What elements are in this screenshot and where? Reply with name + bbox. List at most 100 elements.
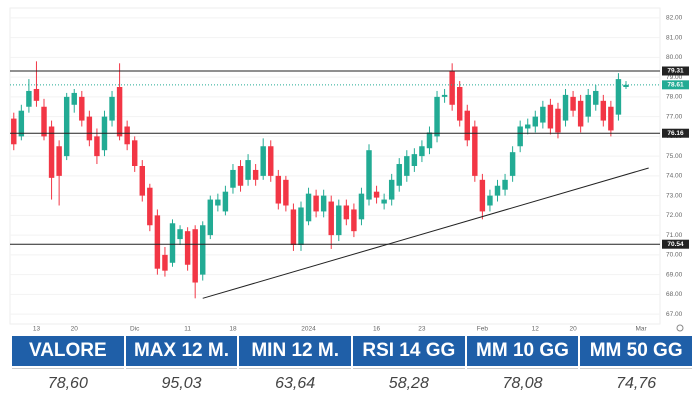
candle-body bbox=[48, 126, 55, 178]
candle-body bbox=[472, 126, 478, 176]
candle-body bbox=[351, 209, 357, 232]
candle-body bbox=[336, 205, 342, 236]
x-tick-label: Mar bbox=[636, 326, 648, 333]
level-box bbox=[662, 66, 689, 76]
level-label: 76.16 bbox=[667, 130, 684, 137]
chart: 67.00 68.00 69.00 70.00 71.00 72.00 73.00 74.00… bbox=[9, 7, 689, 333]
trend-line bbox=[202, 167, 649, 299]
last-price-box bbox=[662, 80, 689, 90]
plot-border bbox=[9, 7, 661, 325]
candle-body bbox=[593, 90, 599, 105]
candle-body bbox=[388, 179, 395, 200]
candle-body bbox=[154, 215, 161, 269]
candle-body bbox=[26, 90, 32, 107]
table-header: MM 10 GG bbox=[466, 336, 579, 366]
y-tick-label: 77.00 bbox=[666, 113, 683, 120]
candle-body bbox=[502, 179, 508, 190]
y-tick-label: 79.00 bbox=[666, 74, 683, 81]
candle-body bbox=[623, 84, 629, 87]
x-tick-label: Feb bbox=[477, 326, 489, 333]
table-value: 58,28 bbox=[352, 368, 465, 399]
x-tick-label: 20 bbox=[569, 326, 577, 333]
y-tick-label: 69.00 bbox=[666, 271, 683, 278]
candle-body bbox=[298, 207, 304, 245]
candle-body bbox=[555, 108, 561, 133]
table-header: MIN 12 M. bbox=[239, 336, 351, 366]
candle-body bbox=[71, 92, 77, 105]
candle-body bbox=[562, 94, 569, 121]
candle-body bbox=[268, 146, 274, 176]
candle-body bbox=[396, 164, 402, 186]
candle-body bbox=[139, 166, 145, 196]
table-header: MAX 12 M. bbox=[125, 336, 238, 366]
candle-body bbox=[94, 136, 100, 157]
candle-body bbox=[615, 79, 622, 115]
candle-body bbox=[381, 199, 387, 204]
x-tick-label: 12 bbox=[532, 326, 540, 333]
candle-body bbox=[570, 96, 576, 111]
y-tick-label: 81.00 bbox=[666, 34, 683, 41]
last-price-label: 78.61 bbox=[667, 82, 684, 89]
x-tick-label: 23 bbox=[418, 326, 426, 333]
y-tick-label: 78.00 bbox=[666, 94, 683, 101]
y-tick-label: 73.00 bbox=[666, 192, 683, 199]
table-value: 78,60 bbox=[12, 368, 124, 399]
candle-body bbox=[449, 71, 455, 105]
table-value: 78,08 bbox=[466, 368, 579, 399]
x-tick-label: 11 bbox=[184, 326, 191, 333]
candle-body bbox=[86, 116, 93, 141]
candle-body bbox=[600, 100, 607, 121]
x-tick-label: 16 bbox=[373, 326, 381, 333]
candle-body bbox=[290, 209, 297, 245]
candle-body bbox=[540, 106, 546, 123]
level-box bbox=[662, 239, 689, 249]
candle-body bbox=[404, 156, 410, 176]
candle-body bbox=[494, 185, 501, 196]
y-tick-label: 70.00 bbox=[666, 252, 683, 259]
table-header: RSI 14 GG bbox=[352, 336, 465, 366]
candle-body bbox=[207, 199, 214, 236]
candle-body bbox=[577, 100, 584, 127]
y-tick-label: 72.00 bbox=[666, 212, 683, 219]
y-tick-label: 68.00 bbox=[666, 291, 683, 298]
y-tick-label: 82.00 bbox=[666, 15, 683, 22]
candle-body bbox=[116, 87, 123, 137]
candle-body bbox=[585, 94, 591, 117]
candle-body bbox=[313, 195, 319, 212]
candle-body bbox=[373, 191, 380, 198]
table-header: MM 50 GG bbox=[580, 336, 692, 366]
candle-body bbox=[245, 160, 251, 180]
y-tick-label: 80.00 bbox=[666, 54, 683, 61]
candle-body bbox=[41, 106, 47, 137]
candle-body bbox=[358, 193, 365, 220]
candle-body bbox=[532, 116, 539, 127]
level-label: 79.31 bbox=[667, 68, 684, 75]
candle-body bbox=[320, 195, 327, 212]
candle-body bbox=[63, 96, 70, 157]
candle-body bbox=[426, 132, 433, 149]
candle-body bbox=[517, 126, 523, 147]
candle-body bbox=[343, 205, 350, 220]
y-tick-label: 71.00 bbox=[666, 232, 683, 239]
level-label: 70.54 bbox=[667, 241, 684, 248]
candle-body bbox=[184, 231, 191, 265]
candle-body bbox=[147, 187, 153, 226]
candle-body bbox=[464, 110, 470, 141]
candle-body bbox=[192, 229, 198, 283]
candle-body bbox=[200, 225, 206, 275]
candle-body bbox=[18, 110, 25, 137]
candle-body bbox=[283, 179, 289, 206]
candle-body bbox=[366, 150, 372, 200]
candle-body bbox=[525, 124, 531, 129]
candle-body bbox=[509, 152, 516, 176]
candle-body bbox=[79, 96, 85, 121]
candle-body bbox=[237, 166, 244, 186]
candle-body bbox=[215, 199, 221, 206]
candle-body bbox=[547, 104, 554, 129]
y-tick-label: 75.00 bbox=[666, 153, 683, 160]
level-box bbox=[662, 128, 689, 138]
candle-body bbox=[411, 154, 418, 166]
settings-icon[interactable] bbox=[676, 324, 684, 332]
x-tick-label: 2024 bbox=[301, 326, 316, 333]
candle-body bbox=[162, 254, 168, 271]
